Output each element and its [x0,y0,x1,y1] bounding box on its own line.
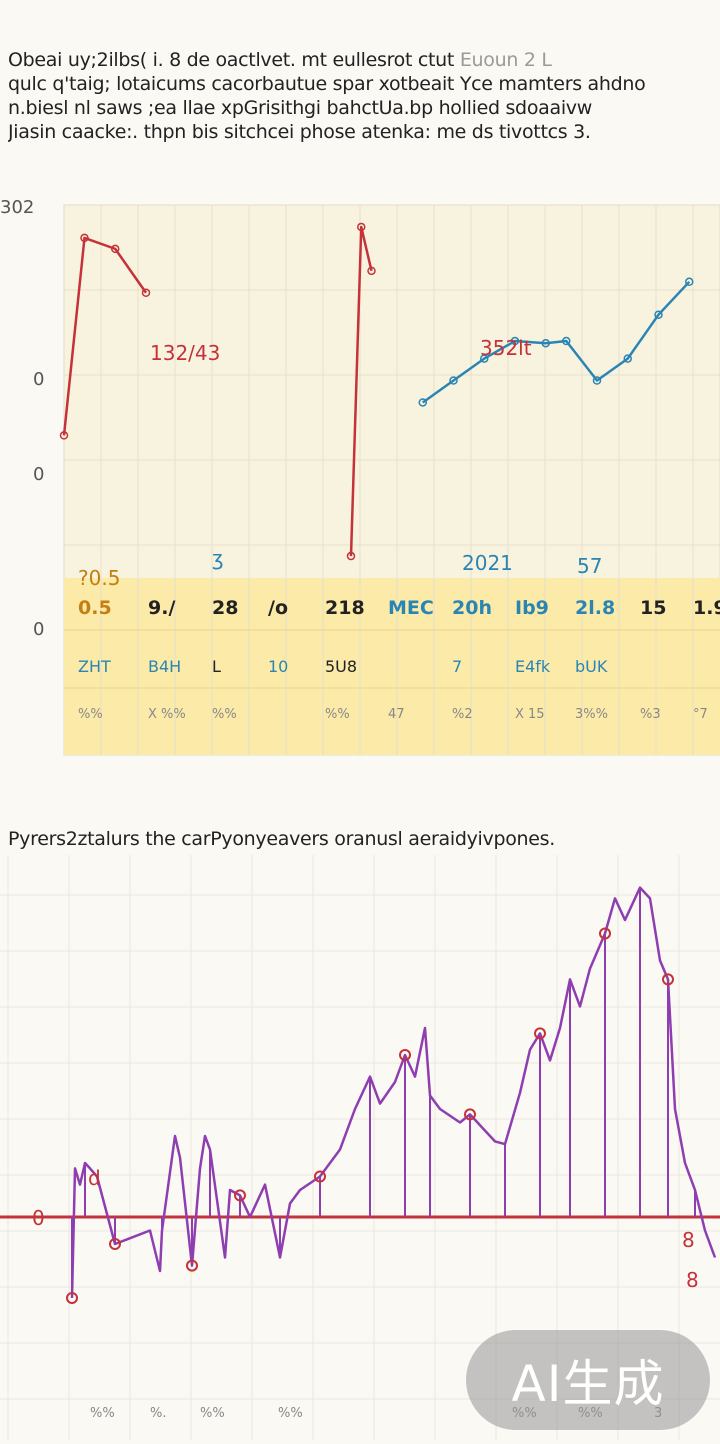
chart-1-y-tick-label: 0 [33,619,44,640]
chart-1-table-cell: 7 [452,657,462,676]
chart-2-caption: Pyrers2ztalurs the carPyonyeavers oranus… [8,828,556,850]
chart-2-marker [186,1259,198,1272]
chart-2-marker [662,973,674,986]
intro-paragraph: Obeai uy;2ilbs( i. 8 de oactlvet. mt eul… [8,48,712,144]
chart-1-svg: 302 0 0 0 132/43 352lt ʒ ?0.5 2021 57 0.5 9./ 28/o 21… [0,197,720,756]
intro-line-3: n.biesl nl saws ;ea llae xpGrisithgi bah… [8,97,592,119]
intro-line-4: Jiasin caacke:. thpn bis sitchcei phose … [8,121,591,143]
chart-2-annotation: 8 [686,1268,699,1292]
chart-1-table-cell: 0.5 [78,597,112,619]
chart-1-table-cell: %2 [452,707,473,722]
chart-2-marker [66,1292,78,1304]
chart-1-table-cell: %3 [640,707,661,722]
chart-2-marker [314,1170,326,1183]
chart-2-marker [599,927,611,940]
intro-line-1-faded: Euoun 2 L [459,49,552,71]
chart-1-table-cell: Ib9 [515,597,549,619]
chart-1-ylabel-slot [4,235,16,555]
intro-line-2: qulc q'taig; lotaicums cacorbautue spar … [8,73,646,95]
chart-1-series-line [62,236,148,436]
chart-1-table-band [64,578,720,755]
chart-1-table-cell: 28 [212,597,238,619]
chart-1-table-cell: X %% [148,707,186,722]
chart-2-marker [399,1049,411,1061]
chart-1-table-cell: bUK [575,657,608,676]
chart-1-annotation: 352lt [480,336,532,360]
chart-1-table-cell: L [212,657,221,676]
chart-1-data-point [654,310,663,319]
chart-2-series-line [70,886,717,1299]
chart-1-table-cell: 3%% [575,707,608,722]
intro-line-1: Obeai uy;2ilbs( i. 8 de oactlvet. mt eul… [8,49,455,71]
chart-1: 302 0 0 0 132/43 352lt ʒ ?0.5 2021 57 0.5 9./ 28/o 21… [0,195,720,760]
chart-1-table-cell: °7 [693,707,708,722]
chart-2-x-tick-label: %% [90,1406,115,1421]
chart-2-marker [109,1238,121,1250]
chart-1-table-cell: %% [212,707,237,722]
chart-1-data-point [592,376,602,385]
chart-1-table-cell: %% [325,707,350,722]
chart-1-data-point [59,431,69,440]
chart-1-table-cell: 10 [268,657,288,676]
chart-1-table-cell: X 15 [515,707,545,722]
chart-1-annotation: ?0.5 [78,566,120,590]
chart-1-table-cell: 2l.8 [575,597,615,619]
chart-2-annotation: 8 [682,1228,695,1252]
chart-1-data-point [510,336,520,346]
chart-1-table-cell: B4H [148,657,181,676]
chart-1-data-point [357,222,366,232]
chart-2-annotation: d [88,1166,101,1190]
chart-1-annotation: 2021 [462,551,513,575]
chart-1-data-point [418,398,427,407]
chart-1-series-line [349,225,373,557]
chart-1-data-point [562,336,571,346]
chart-1-annotation: 132/43 [150,341,220,365]
ai-generated-badge: AI生成 [466,1330,710,1430]
chart-1-y-tick-label: 0 [33,464,44,485]
chart-1-table-cell: /o [268,597,288,619]
chart-2-marker [534,1027,546,1040]
chart-1-data-point [367,266,376,276]
chart-1-table-cell: %% [78,707,103,722]
chart-1-table-cell: 1.9 [693,597,720,619]
chart-1-table-cell: 20h [452,597,492,619]
chart-1-table-cell: MEC [388,597,434,619]
chart-1-annotation: 57 [577,554,602,578]
chart-1-table-cell: 5U8 [325,657,357,676]
chart-1-series-line [422,280,691,404]
chart-2-annotation: 0 [32,1206,45,1230]
chart-1-table-cell: 9./ [148,597,175,619]
chart-2-marker [464,1108,476,1121]
chart-1-data-point [346,551,356,561]
chart-1-data-point [80,233,89,243]
chart-1-annotation: ʒ [212,546,224,570]
chart-1-y-tick-label: 0 [33,369,44,390]
chart-2-x-tick-label: %. [150,1406,167,1421]
chart-1-data-point [141,288,151,298]
chart-2-marker [234,1189,246,1202]
chart-1-table-cell: 47 [388,707,405,722]
chart-1-data-point [623,354,632,363]
chart-2-x-tick-label: %% [200,1406,225,1421]
chart-1-y-tick-label: 302 [0,197,34,218]
chart-1-data-point [480,354,489,363]
chart-1-data-point [111,244,120,254]
chart-1-table-cell: ZHT [78,657,111,676]
chart-1-table-cell: E4fk [515,657,551,676]
chart-2-x-tick-label: %% [278,1406,303,1421]
chart-1-data-point [541,338,550,348]
chart-1-data-point [685,277,694,287]
chart-1-data-point [449,376,458,385]
chart-1-table-cell: 15 [640,597,666,619]
chart-1-table-cell: 218 [325,597,365,619]
